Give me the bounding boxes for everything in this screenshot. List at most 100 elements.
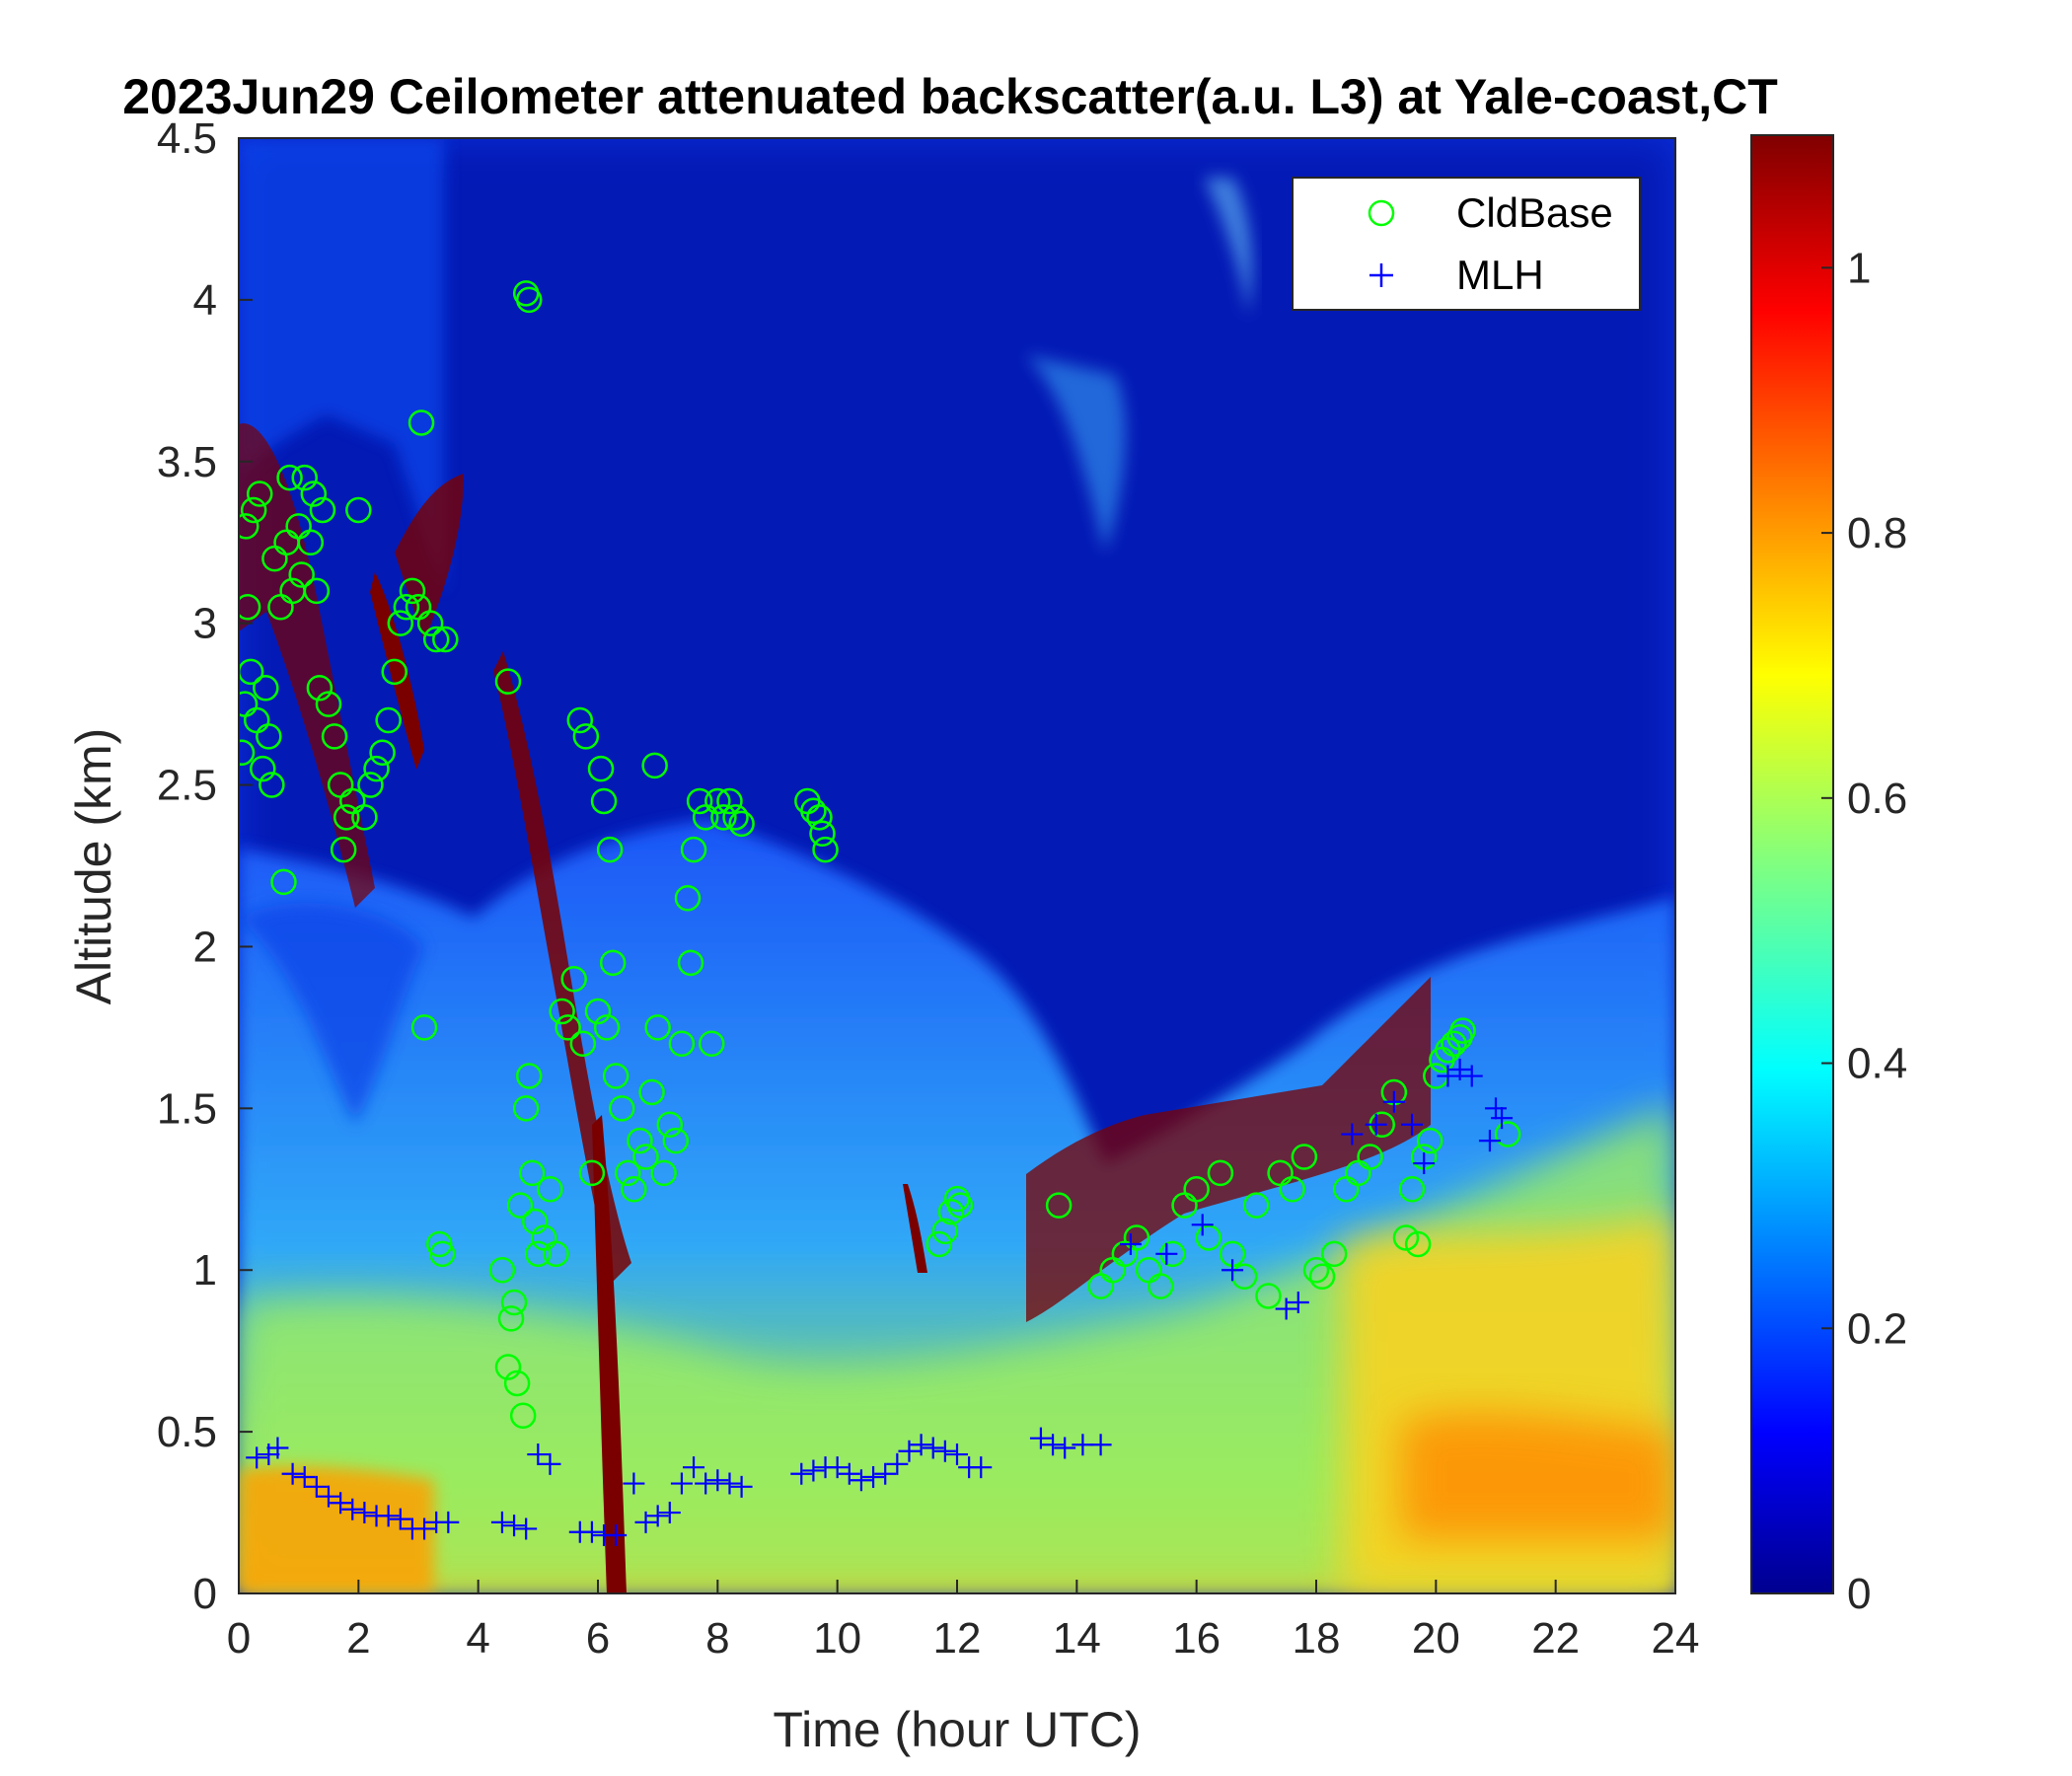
mlh-point <box>933 1440 956 1462</box>
mlh-point <box>623 1472 645 1495</box>
mlh-series <box>246 1059 1514 1546</box>
mlh-point <box>683 1456 705 1479</box>
y-tick-label: 1.5 <box>157 1084 217 1133</box>
mlh-point <box>1341 1123 1364 1146</box>
mlh-point <box>1478 1130 1501 1152</box>
cldbase-point <box>351 804 378 831</box>
cldbase-point <box>1291 1144 1318 1170</box>
y-axis: 0 0.5 1 1.5 2 2.5 3 3.5 4 4.5 <box>157 114 253 1618</box>
x-tick-label: 2 <box>346 1614 370 1663</box>
cldbase-point <box>429 1240 456 1268</box>
colorbar-tick-label: 0.8 <box>1847 509 1907 557</box>
mlh-point <box>1155 1242 1178 1265</box>
cldbase-point <box>239 594 261 621</box>
mlh-point <box>1401 1113 1424 1136</box>
mlh-point <box>527 1443 550 1466</box>
cldbase-point <box>1207 1159 1234 1187</box>
cldbase-point <box>925 1230 953 1258</box>
y-tick-label: 4 <box>193 276 217 325</box>
cldbase-point <box>246 481 273 507</box>
cldbase-point <box>560 965 587 993</box>
cldbase-point <box>239 513 259 540</box>
x-tick-label: 22 <box>1531 1614 1580 1663</box>
x-tick-label: 16 <box>1172 1614 1221 1663</box>
mlh-point <box>389 1508 411 1530</box>
cldbase-point <box>1449 1017 1476 1044</box>
cldbase-point <box>256 723 282 750</box>
cldbase-point <box>494 1354 522 1380</box>
cldbase-point <box>699 1030 725 1058</box>
x-tick-label: 6 <box>586 1614 610 1663</box>
cldbase-point <box>303 577 331 605</box>
cldbase-point <box>488 1256 516 1284</box>
backscatter-heatmap <box>239 138 1675 1593</box>
cldbase-point <box>656 1111 684 1138</box>
cldbase-point <box>369 739 396 767</box>
cldbase-point <box>584 998 612 1025</box>
cldbase-point <box>1302 1256 1330 1284</box>
cldbase-point <box>728 810 755 838</box>
mlh-point <box>1382 1090 1405 1113</box>
mlh-point <box>910 1434 932 1456</box>
cldbase-point <box>291 464 318 491</box>
x-tick-label: 4 <box>466 1614 489 1663</box>
cldbase-point <box>1183 1176 1210 1203</box>
mlh-point <box>1448 1059 1471 1080</box>
mlh-point <box>1365 1113 1387 1136</box>
cldbase-point <box>333 804 360 831</box>
mlh-point <box>695 1472 717 1495</box>
mlh-point <box>539 1452 561 1475</box>
cldbase-point <box>1279 1176 1305 1203</box>
mlh-point <box>1191 1214 1214 1236</box>
cldbase-point <box>381 658 407 686</box>
colorbar-tick-label: 0.4 <box>1847 1040 1907 1088</box>
cldbase-point <box>812 836 839 863</box>
cldbase-point <box>363 755 390 782</box>
mlh-point <box>318 1485 339 1508</box>
mlh-point <box>730 1475 753 1498</box>
mlh-point <box>1029 1427 1052 1449</box>
y-axis-label: Altitude (km) <box>66 728 121 1005</box>
cldbase-point <box>1255 1283 1282 1309</box>
cldbase-point <box>662 1127 690 1154</box>
mlh-point <box>293 1466 316 1488</box>
mlh-point <box>413 1517 436 1540</box>
cldbase-point <box>946 1192 974 1219</box>
mlh-point <box>826 1456 849 1479</box>
cldbase-point <box>569 1030 597 1058</box>
mlh-point <box>970 1456 993 1479</box>
cldbase-point <box>387 610 414 636</box>
cldbase-point <box>609 1095 635 1122</box>
cldbase-point <box>599 949 627 977</box>
cldbase-point <box>250 755 276 782</box>
cldbase-point <box>512 1095 540 1122</box>
mlh-point <box>246 1446 268 1469</box>
x-axis-label: Time (hour UTC) <box>773 1702 1141 1757</box>
chart-title: 2023Jun29 Ceilometer attenuated backscat… <box>122 69 1778 124</box>
cldbase-point <box>1417 1127 1443 1154</box>
x-axis: 0 2 4 6 8 10 12 14 16 18 20 22 24 <box>227 1580 1699 1663</box>
mlh-point <box>1413 1152 1436 1175</box>
cldbase-point <box>239 739 256 767</box>
cldbase-point <box>596 836 624 863</box>
cldbase-point <box>590 787 618 815</box>
cldbase-point <box>509 1402 537 1429</box>
colorbar-tick-label: 0.2 <box>1847 1304 1907 1353</box>
y-tick-label: 0.5 <box>157 1408 217 1456</box>
colorbar-tick-label: 1 <box>1847 244 1871 292</box>
mlh-point <box>838 1462 860 1485</box>
cldbase-point <box>710 804 737 831</box>
mlh-point <box>1042 1434 1065 1456</box>
cldbase-point <box>572 723 600 750</box>
cldbase-point <box>1320 1240 1348 1268</box>
legend: CldBase MLH <box>1292 177 1641 311</box>
cldbase-point <box>1123 1224 1150 1251</box>
cldbase-point <box>566 706 594 734</box>
cldbase-series <box>239 280 1521 1429</box>
cldbase-point <box>668 1030 696 1058</box>
mlh-point <box>266 1437 289 1459</box>
cldbase-point <box>330 836 357 863</box>
mlh-point <box>305 1475 328 1498</box>
cldbase-point <box>253 674 279 702</box>
mlh-point <box>802 1459 825 1482</box>
